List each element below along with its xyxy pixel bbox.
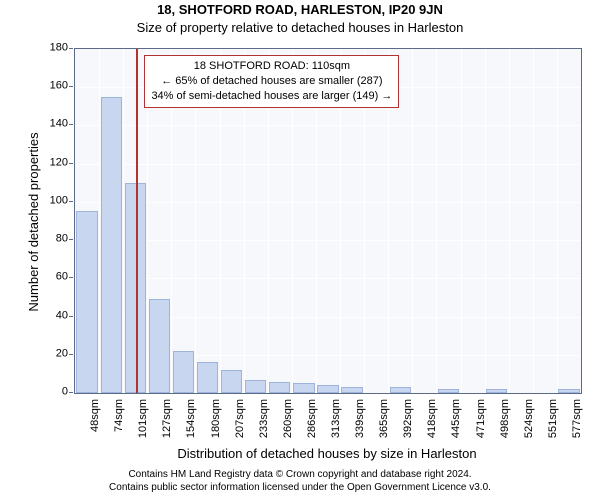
y-tick-label: 160 xyxy=(34,81,68,92)
grid-line xyxy=(75,164,581,165)
grid-line xyxy=(509,49,510,393)
grid-line xyxy=(533,49,534,393)
histogram-bar xyxy=(101,97,122,393)
y-tick-label: 20 xyxy=(34,348,68,359)
grid-line xyxy=(75,278,581,279)
grid-line xyxy=(436,49,437,393)
histogram-bar xyxy=(245,380,266,393)
grid-line xyxy=(485,49,486,393)
histogram-bar xyxy=(341,387,362,393)
footer: Contains HM Land Registry data © Crown c… xyxy=(0,468,600,494)
histogram-bar xyxy=(221,370,242,393)
histogram-bar xyxy=(438,389,459,393)
property-marker-line xyxy=(136,49,138,393)
footer-line-2: Contains public sector information licen… xyxy=(0,481,600,494)
y-tick-label: 120 xyxy=(34,157,68,168)
footer-line-1: Contains HM Land Registry data © Crown c… xyxy=(0,468,600,481)
plot-area: 18 SHOTFORD ROAD: 110sqm← 65% of detache… xyxy=(74,48,582,394)
histogram-bar xyxy=(149,299,170,393)
grid-line xyxy=(75,202,581,203)
y-tick-label: 180 xyxy=(34,43,68,54)
histogram-bar xyxy=(269,382,290,393)
histogram-bar xyxy=(486,389,507,393)
histogram-bar xyxy=(173,351,194,393)
histogram-bar xyxy=(197,362,218,393)
histogram-bar xyxy=(293,383,314,393)
y-tick-label: 100 xyxy=(34,195,68,206)
grid-line xyxy=(461,49,462,393)
histogram-bar xyxy=(76,211,97,393)
annotation-line: 34% of semi-detached houses are larger (… xyxy=(151,89,392,104)
y-tick-label: 40 xyxy=(34,310,68,321)
grid-line xyxy=(412,49,413,393)
annotation-line: 18 SHOTFORD ROAD: 110sqm xyxy=(151,59,392,74)
grid-line xyxy=(75,240,581,241)
histogram-bar xyxy=(390,387,411,393)
y-tick-label: 80 xyxy=(34,234,68,245)
grid-line xyxy=(75,125,581,126)
annotation-line: ← 65% of detached houses are smaller (28… xyxy=(151,74,392,89)
histogram-bar xyxy=(125,183,146,393)
y-tick-label: 60 xyxy=(34,272,68,283)
x-axis-label: Distribution of detached houses by size … xyxy=(74,446,580,461)
grid-line xyxy=(557,49,558,393)
page-title: 18, SHOTFORD ROAD, HARLESTON, IP20 9JN xyxy=(0,2,600,18)
chart-container: Number of detached properties 18 SHOTFOR… xyxy=(34,42,592,442)
histogram-bar xyxy=(558,389,579,393)
y-tick-label: 0 xyxy=(34,387,68,398)
y-tick-label: 140 xyxy=(34,119,68,130)
page-subtitle: Size of property relative to detached ho… xyxy=(0,20,600,35)
annotation-box: 18 SHOTFORD ROAD: 110sqm← 65% of detache… xyxy=(144,55,399,108)
histogram-bar xyxy=(317,385,338,393)
